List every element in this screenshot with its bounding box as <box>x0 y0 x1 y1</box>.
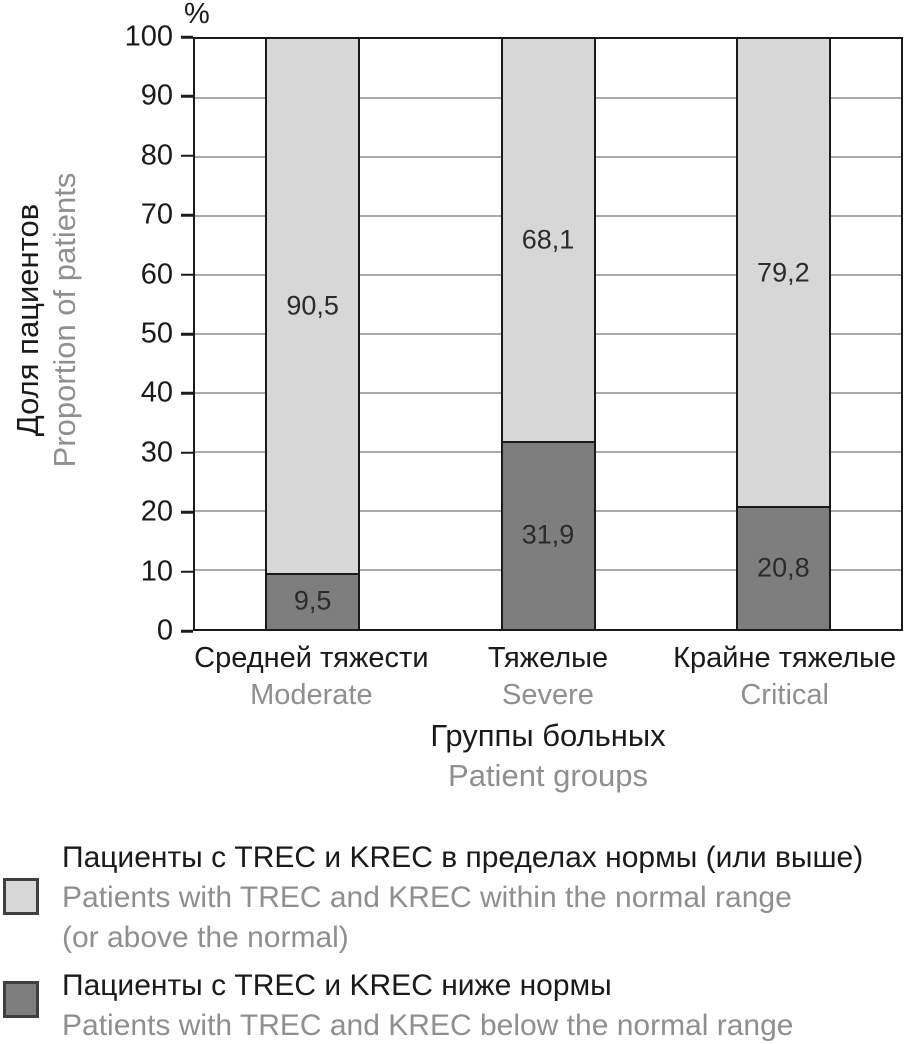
y-tick-label-40: 40 <box>140 376 173 409</box>
legend-swatch-1 <box>3 878 39 915</box>
x-category-critical: Крайне тяжелые Critical <box>673 640 896 714</box>
y-tick-label-10: 10 <box>140 555 173 588</box>
x-axis-title-en: Patient groups <box>448 758 648 793</box>
plot-area: 90,5 9,5 68,1 31,9 79,2 20,8 <box>193 37 903 631</box>
y-tick-label-30: 30 <box>140 436 173 469</box>
legend-label-ru: Пациенты с TREC и KREC ниже нормы <box>62 969 612 1002</box>
y-axis-title-en: Proportion of patients <box>47 172 82 468</box>
y-tick-label-90: 90 <box>140 79 173 112</box>
bar-segment-below-normal <box>267 572 359 629</box>
y-tick-mark-20 <box>181 510 193 514</box>
legend-label-en: (or above the normal) <box>62 921 349 954</box>
bar-value-label-below: 20,8 <box>757 552 810 583</box>
legend-swatch-2 <box>3 981 39 1018</box>
y-axis: 0 10 20 30 40 50 60 70 80 90 100 <box>88 21 193 647</box>
legend: Пациенты с TREC и KREC в пределах нормы … <box>3 838 902 1044</box>
bar-segment-below-normal <box>502 440 594 629</box>
y-tick-label-20: 20 <box>140 495 173 528</box>
legend-label-en: Patients with TREC and KREC below the no… <box>62 1009 794 1042</box>
y-tick-mark-50 <box>181 332 193 336</box>
y-tick-label-100: 100 <box>124 20 173 53</box>
y-tick-mark-60 <box>181 273 193 276</box>
y-axis-title-ru: Доля пациентов <box>10 203 45 437</box>
x-axis-title-ru: Группы больных <box>430 718 666 753</box>
x-category-label-ru: Средней тяжести <box>194 642 429 674</box>
bar-value-label-below: 31,9 <box>521 519 575 550</box>
bar-value-label-within: 90,5 <box>286 290 339 321</box>
x-category-label-en: Severe <box>502 679 594 711</box>
legend-item-1: Пациенты с TREC и KREC в пределах нормы … <box>3 838 902 958</box>
y-tick-mark-10 <box>181 570 193 573</box>
y-tick-label-70: 70 <box>140 198 173 231</box>
y-tick-mark-30 <box>181 451 193 455</box>
x-category-label-en: Moderate <box>250 679 373 711</box>
bar-critical <box>735 39 831 629</box>
y-tick-mark-80 <box>181 154 193 158</box>
y-tick-mark-40 <box>181 392 193 395</box>
y-axis-unit-label: % <box>184 0 210 30</box>
y-tick-mark-70 <box>181 213 193 217</box>
y-tick-mark-100 <box>181 35 193 39</box>
bar-value-label-within: 68,1 <box>521 224 575 255</box>
y-tick-label-60: 60 <box>140 258 173 291</box>
legend-label-en: Patients with TREC and KREC within the n… <box>62 881 792 914</box>
y-tick-mark-90 <box>181 95 193 98</box>
x-category-moderate: Средней тяжести Moderate <box>194 640 428 714</box>
x-category-label-en: Critical <box>740 679 829 711</box>
bar-value-label-within: 79,2 <box>757 257 810 288</box>
legend-label-ru: Пациенты с TREC и KREC в пределах нормы … <box>62 841 864 874</box>
x-category-severe: Тяжелые Severe <box>488 640 608 714</box>
bar-moderate <box>265 39 361 629</box>
y-tick-label-0: 0 <box>156 614 173 647</box>
bar-value-label-below: 9,5 <box>293 585 332 616</box>
x-category-label-ru: Тяжелые <box>487 642 609 674</box>
y-tick-label-50: 50 <box>140 317 173 350</box>
x-category-label-ru: Крайне тяжелые <box>673 642 897 674</box>
bar-segment-below-normal <box>737 506 829 629</box>
x-category-labels: Средней тяжести Moderate Тяжелые Severe Край… <box>193 640 903 720</box>
y-tick-label-80: 80 <box>140 139 173 172</box>
bar-severe <box>500 39 596 629</box>
legend-item-2: Пациенты с TREC и KREC ниже нормы Patient… <box>3 966 902 1044</box>
y-tick-mark-0 <box>181 629 193 633</box>
x-axis-title: Группы больных Patient groups <box>193 716 903 796</box>
